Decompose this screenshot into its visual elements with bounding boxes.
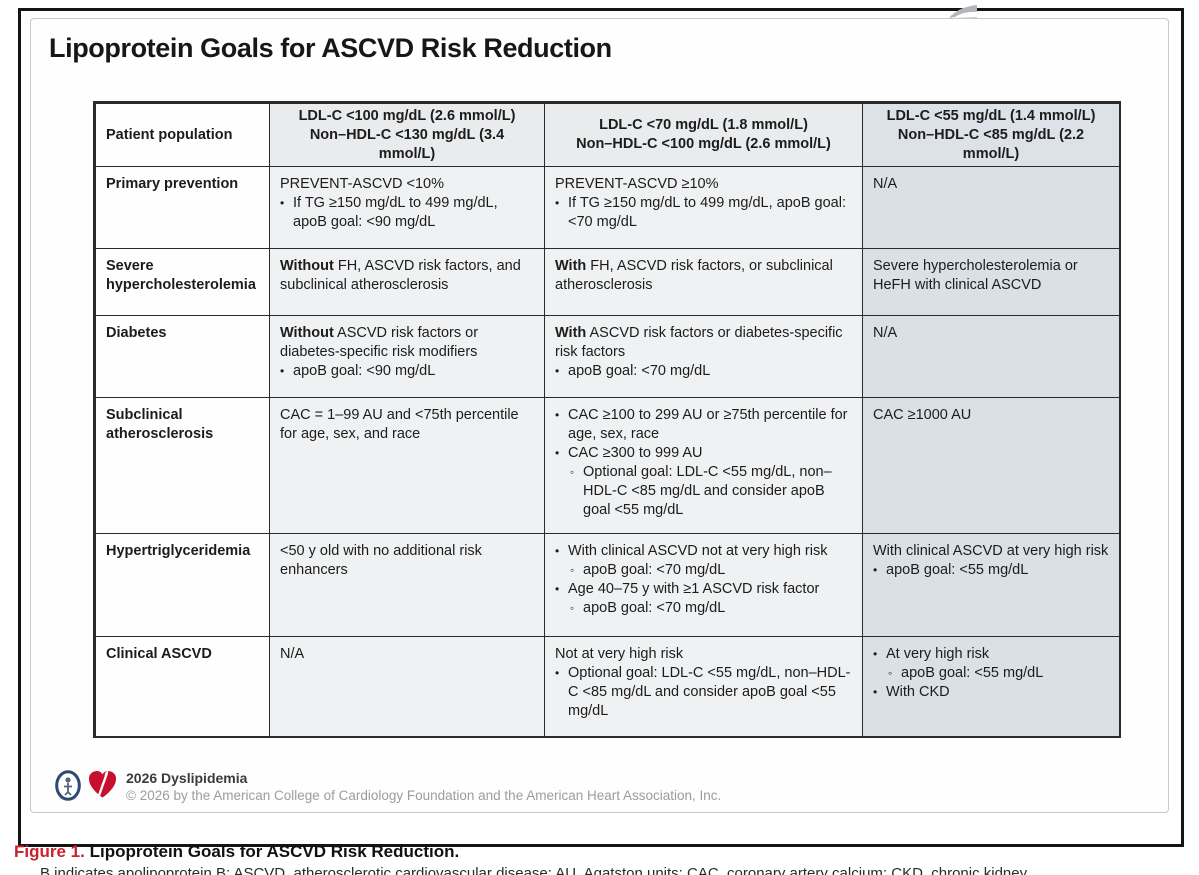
row-header: Hypertriglyceridemia bbox=[95, 533, 269, 636]
footer-copyright: © 2026 by the American College of Cardio… bbox=[126, 788, 722, 803]
table-cell: Severe hypercholesterolemia or HeFH with… bbox=[862, 248, 1119, 315]
table-cell: • CAC ≥100 to 299 AU or ≥75th percentile … bbox=[544, 397, 862, 533]
table-cell: N/A bbox=[862, 166, 1119, 248]
col-header-goal-2: LDL-C <70 mg/dL (1.8 mmol/L) Non–HDL-C <1… bbox=[544, 103, 862, 166]
table-cell: • With clinical ASCVD not at very high ri… bbox=[544, 533, 862, 636]
row-header: Subclinical atherosclerosis bbox=[95, 397, 269, 533]
figure-title: Lipoprotein Goals for ASCVD Risk Reducti… bbox=[49, 33, 612, 63]
table-cell: CAC = 1–99 AU and <75th percentile for a… bbox=[269, 397, 544, 533]
table-cell: With clinical ASCVD at very high risk • ap… bbox=[862, 533, 1119, 636]
table-cell: <50 y old with no additional risk enhanc… bbox=[269, 533, 544, 636]
table-cell: N/A bbox=[269, 636, 544, 736]
figure-caption-label: Figure 1. bbox=[14, 842, 85, 861]
table-cell: Without FH, ASCVD risk factors, and subc… bbox=[269, 248, 544, 315]
row-header: Diabetes bbox=[95, 315, 269, 397]
footer-program: 2026 Dyslipidemia bbox=[126, 770, 248, 786]
figure-caption-title: Lipoprotein Goals for ASCVD Risk Reducti… bbox=[84, 842, 460, 861]
cursor-artifact-icon bbox=[948, 4, 978, 20]
american-heart-association-logo-icon bbox=[87, 769, 118, 800]
figure-footer: 2026 Dyslipidemia © 2026 by the American… bbox=[126, 770, 721, 805]
figure-panel: Lipoprotein Goals for ASCVD Risk Reducti… bbox=[30, 18, 1169, 813]
table-cell: Not at very high risk • Optional goal: LDL… bbox=[544, 636, 862, 736]
figure-frame: Lipoprotein Goals for ASCVD Risk Reducti… bbox=[18, 8, 1184, 847]
table-cell: CAC ≥1000 AU bbox=[862, 397, 1119, 533]
figure-caption: Figure 1. Lipoprotein Goals for ASCVD Ri… bbox=[14, 842, 459, 862]
american-college-of-cardiology-logo-icon bbox=[55, 770, 81, 801]
figure-abbreviations: B indicates apolipoprotein B; ASCVD, ath… bbox=[40, 865, 1028, 875]
table-cell: With FH, ASCVD risk factors, or subclini… bbox=[544, 248, 862, 315]
row-header: Clinical ASCVD bbox=[95, 636, 269, 736]
table-cell: Without ASCVD risk factors or diabetes-s… bbox=[269, 315, 544, 397]
table-cell: PREVENT-ASCVD <10% • If TG ≥150 mg/dL to 4… bbox=[269, 166, 544, 248]
table-cell: • At very high risk ◦ apoB goal: <55 mg/dL •… bbox=[862, 636, 1119, 736]
col-header-patient-population: Patient population bbox=[95, 103, 269, 166]
row-header: Primary prevention bbox=[95, 166, 269, 248]
col-header-goal-1: LDL-C <100 mg/dL (2.6 mmol/L) Non–HDL-C <… bbox=[269, 103, 544, 166]
table-cell: PREVENT-ASCVD ≥10% • If TG ≥150 mg/dL to 4… bbox=[544, 166, 862, 248]
col-header-goal-3: LDL-C <55 mg/dL (1.4 mmol/L) Non–HDL-C <8… bbox=[862, 103, 1119, 166]
table-cell: With ASCVD risk factors or diabetes-spec… bbox=[544, 315, 862, 397]
lipoprotein-goals-table: Patient population LDL-C <100 mg/dL (2.6… bbox=[93, 101, 1121, 738]
row-header: Severe hypercholesterolemia bbox=[95, 248, 269, 315]
table-cell: N/A bbox=[862, 315, 1119, 397]
